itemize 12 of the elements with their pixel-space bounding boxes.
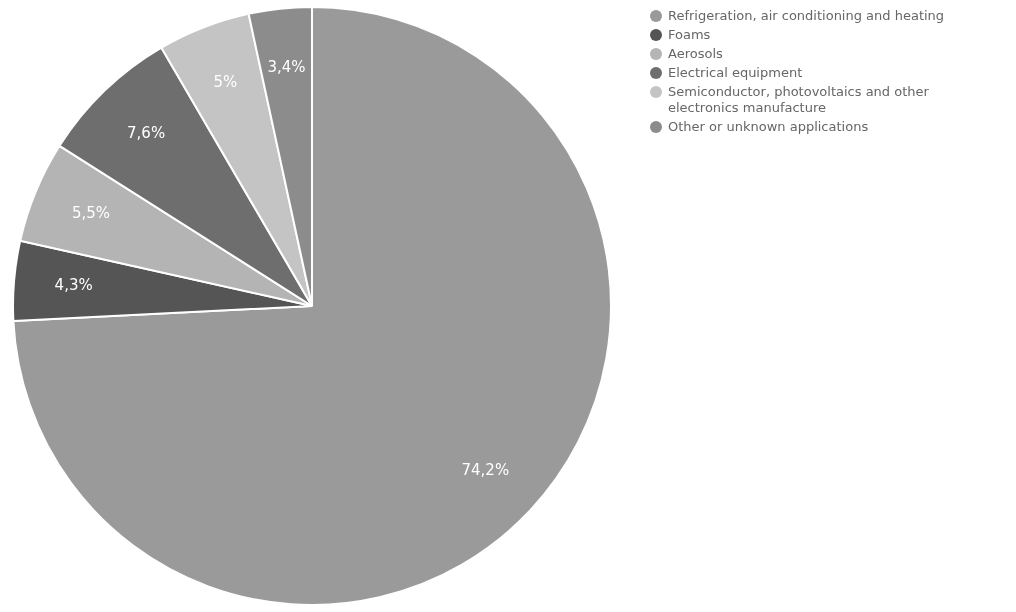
- legend-label: Semiconductor, photovoltaics and other electronics manufacture: [668, 84, 930, 116]
- data-label: 7,6%: [127, 123, 166, 142]
- data-label: 3,4%: [267, 58, 306, 77]
- data-label: 5%: [213, 72, 238, 91]
- legend-label: Aerosols: [668, 46, 723, 62]
- legend-label: Refrigeration, air conditioning and heating: [668, 8, 945, 24]
- legend-label: Foams: [668, 27, 711, 43]
- legend-label: Electrical equipment: [668, 65, 803, 81]
- data-label: 4,3%: [54, 275, 93, 294]
- data-label: 74,2%: [461, 460, 510, 479]
- legend-label: Other or unknown applications: [668, 119, 869, 135]
- data-label: 5,5%: [71, 204, 111, 223]
